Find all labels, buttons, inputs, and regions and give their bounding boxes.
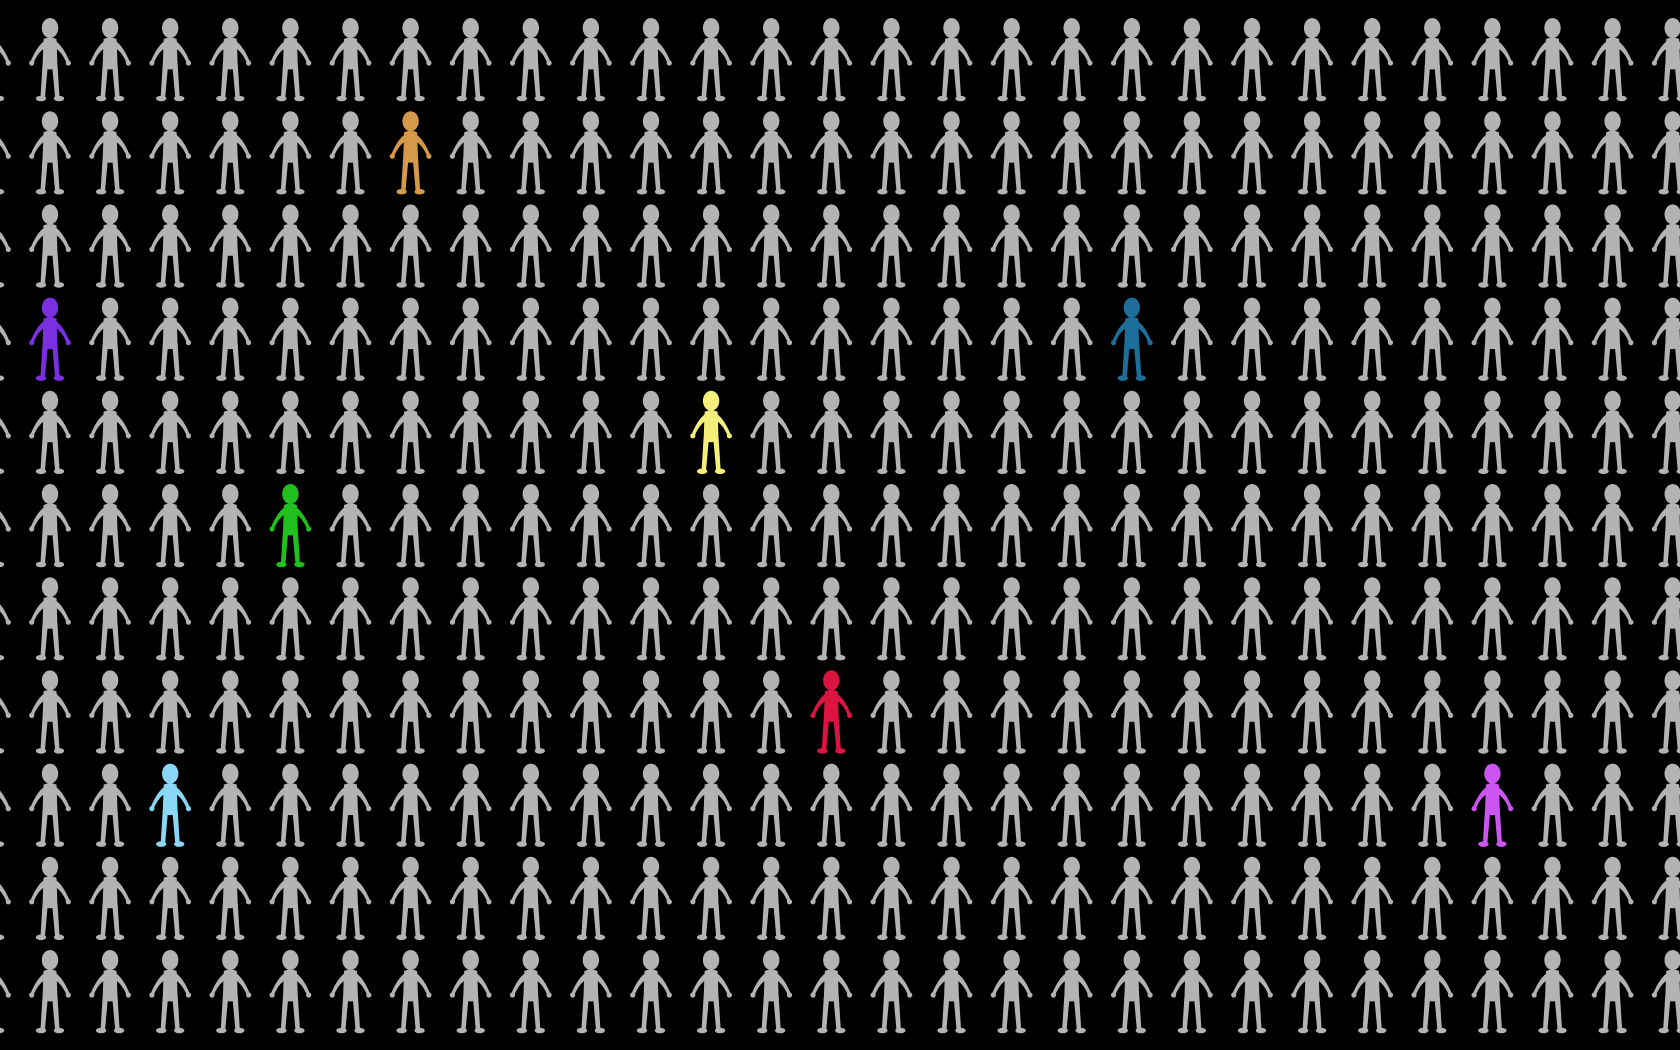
background xyxy=(0,0,1680,1050)
crowd-of-figures xyxy=(0,0,1680,1050)
